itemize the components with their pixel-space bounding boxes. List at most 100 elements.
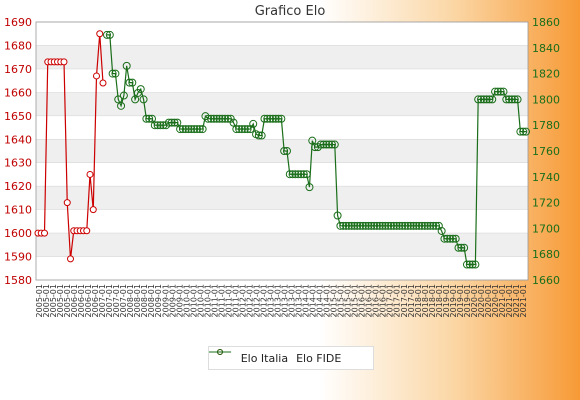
point-elo-fide: [147, 114, 156, 123]
legend-item-fide: Elo FIDE: [209, 349, 341, 365]
point-elo-fide: [260, 114, 269, 123]
x-tick-label: 2016-01: [372, 284, 381, 317]
point-elo-fide: [145, 114, 154, 123]
point-elo-fide: [178, 125, 187, 134]
point-elo-italia: [41, 229, 48, 237]
x-tick-label: 2006-01: [84, 284, 93, 317]
point-elo-fide: [448, 234, 457, 243]
x-tick-label: 2018-01: [428, 284, 437, 317]
y-left-tick-label: 1580: [4, 274, 32, 287]
point-elo-fide: [370, 221, 379, 230]
x-tick-label: 2016-01: [379, 284, 388, 317]
x-tick-label: 2011-01: [224, 284, 233, 317]
point-elo-fide: [446, 234, 455, 243]
x-tick-label: 2018-01: [421, 284, 430, 317]
legend-label-italia: Elo Italia: [240, 351, 289, 365]
point-elo-fide: [522, 127, 530, 136]
y-right-tick-label: 1860: [532, 16, 560, 29]
x-tick-label: 2005-01: [42, 284, 51, 317]
point-elo-fide: [409, 221, 418, 230]
legend: Elo Italia Elo FIDE: [208, 346, 374, 370]
point-elo-fide: [491, 87, 500, 96]
point-elo-fide: [164, 118, 173, 127]
point-elo-italia: [93, 72, 100, 80]
point-elo-italia: [63, 199, 71, 207]
point-elo-fide: [488, 95, 497, 104]
x-tick-label: 2014-01: [316, 284, 325, 317]
x-tick-label: 2012-01: [245, 284, 254, 317]
point-elo-fide: [344, 221, 353, 230]
y-left-tick-label: 1650: [4, 110, 32, 123]
point-elo-fide: [218, 114, 227, 123]
x-tick-label: 2021-01: [519, 284, 528, 317]
x-tick-label: 2005-01: [56, 284, 65, 317]
y-right-tick-label: 1780: [532, 119, 560, 132]
x-tick-label: 2008-01: [126, 284, 135, 317]
x-tick-label: 2015-01: [337, 284, 346, 317]
point-elo-fide: [316, 140, 325, 149]
x-tick-label: 2017-01: [393, 284, 402, 317]
point-elo-fide: [229, 118, 238, 127]
point-elo-fide: [297, 170, 306, 179]
x-tick-label: 2007-01: [112, 284, 121, 317]
point-elo-fide: [485, 95, 494, 104]
point-elo-fide: [308, 136, 317, 145]
point-elo-fide: [142, 114, 151, 123]
point-elo-fide: [384, 221, 393, 230]
point-elo-fide: [249, 119, 258, 128]
point-elo-fide: [119, 91, 128, 100]
point-elo-fide: [103, 30, 111, 39]
x-tick-label: 2007-01: [105, 284, 114, 317]
x-tick-label: 2007-01: [119, 284, 128, 317]
point-elo-fide: [243, 125, 252, 134]
point-elo-fide: [398, 221, 407, 230]
point-elo-fide: [167, 118, 176, 127]
grid-band: [36, 233, 528, 257]
point-elo-fide: [294, 170, 303, 179]
point-elo-fide: [415, 221, 424, 230]
point-elo-fide: [519, 127, 528, 136]
x-tick-label: 2012-01: [238, 284, 247, 317]
x-tick-label: 2011-01: [231, 284, 240, 317]
point-elo-fide: [513, 95, 522, 104]
x-tick-label: 2005-01: [63, 284, 72, 317]
point-elo-fide: [282, 147, 291, 155]
x-tick-label: 2008-01: [140, 284, 149, 317]
x-tick-label: 2014-01: [323, 284, 332, 317]
x-tick-label: 2009-01: [161, 284, 170, 317]
point-elo-fide: [443, 234, 452, 243]
x-tick-label: 2005-01: [35, 284, 44, 317]
x-tick-label: 2021-01: [505, 284, 514, 317]
x-tick-label: 2013-01: [295, 284, 304, 317]
x-tick-label: 2017-01: [386, 284, 395, 317]
x-tick-label: 2018-01: [435, 284, 444, 317]
y-left-tick-label: 1630: [4, 157, 32, 170]
point-elo-fide: [462, 260, 471, 269]
point-elo-fide: [367, 221, 376, 230]
y-right-tick-label: 1740: [532, 171, 560, 184]
point-elo-fide: [139, 95, 148, 104]
point-elo-fide: [190, 125, 199, 134]
point-elo-fide: [257, 131, 266, 140]
x-tick-label: 2006-01: [91, 284, 100, 317]
point-elo-fide: [204, 114, 213, 123]
point-elo-fide: [347, 221, 356, 230]
point-elo-fide: [277, 114, 286, 123]
point-elo-fide: [263, 114, 272, 123]
x-tick-label: 2021-01: [498, 284, 507, 317]
point-elo-fide: [136, 85, 145, 94]
point-elo-fide: [128, 78, 137, 87]
point-elo-fide: [156, 121, 165, 130]
legend-item-italia: Elo Italia: [209, 349, 289, 365]
y-left-tick-label: 1600: [4, 227, 32, 240]
y-right-tick-label: 1700: [532, 222, 560, 235]
point-elo-fide: [429, 221, 438, 230]
point-elo-fide: [339, 221, 348, 230]
y-left-tick-label: 1680: [4, 39, 32, 52]
x-tick-label: 2010-01: [189, 284, 198, 317]
legend-marker-fide: [209, 349, 231, 355]
x-tick-label: 2011-01: [217, 284, 226, 317]
y-right-tick-label: 1760: [532, 145, 560, 158]
point-elo-fide: [325, 140, 334, 149]
